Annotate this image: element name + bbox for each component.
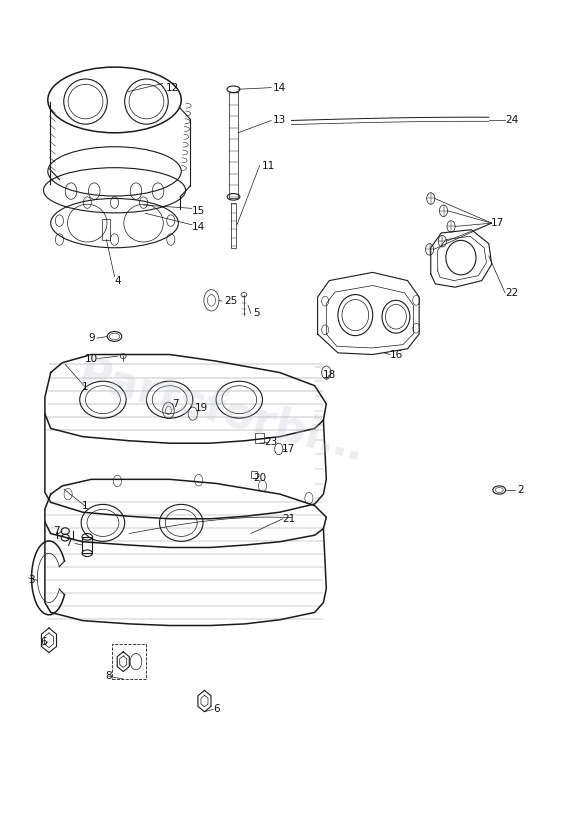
- Text: 18: 18: [322, 370, 336, 380]
- Text: 14: 14: [273, 82, 286, 92]
- Text: 17: 17: [491, 218, 504, 228]
- Text: 8: 8: [106, 672, 112, 681]
- Text: 2: 2: [517, 485, 524, 495]
- Text: 24: 24: [505, 115, 519, 125]
- Text: 10: 10: [85, 353, 98, 363]
- Text: 19: 19: [195, 403, 208, 413]
- Text: 3: 3: [28, 575, 35, 585]
- Text: 6: 6: [40, 637, 47, 647]
- Text: 20: 20: [253, 473, 266, 483]
- Text: 25: 25: [224, 296, 237, 307]
- Text: 11: 11: [262, 161, 275, 171]
- Text: 12: 12: [166, 82, 179, 92]
- Text: 1: 1: [82, 502, 89, 512]
- Text: 7: 7: [53, 526, 60, 536]
- Text: 23: 23: [265, 438, 278, 447]
- Text: 4: 4: [114, 275, 121, 286]
- Text: 7: 7: [65, 538, 72, 549]
- Bar: [82, 536, 93, 553]
- Text: 9: 9: [88, 333, 94, 343]
- Bar: [111, 644, 146, 679]
- Text: 15: 15: [192, 206, 205, 216]
- Bar: [255, 433, 264, 443]
- Text: 13: 13: [273, 115, 286, 125]
- Bar: [231, 203, 236, 248]
- Text: 22: 22: [505, 288, 519, 298]
- Text: 16: 16: [389, 349, 403, 359]
- Text: Partsforbi…: Partsforbi…: [74, 353, 370, 471]
- Text: 5: 5: [254, 308, 260, 318]
- Text: 17: 17: [282, 444, 295, 454]
- Text: 7: 7: [172, 399, 179, 409]
- Text: 6: 6: [213, 705, 219, 714]
- Bar: [230, 91, 237, 199]
- Bar: [251, 471, 257, 478]
- Bar: [102, 219, 110, 240]
- Text: 21: 21: [282, 513, 295, 524]
- Text: 1: 1: [82, 382, 89, 392]
- Text: 14: 14: [192, 222, 205, 232]
